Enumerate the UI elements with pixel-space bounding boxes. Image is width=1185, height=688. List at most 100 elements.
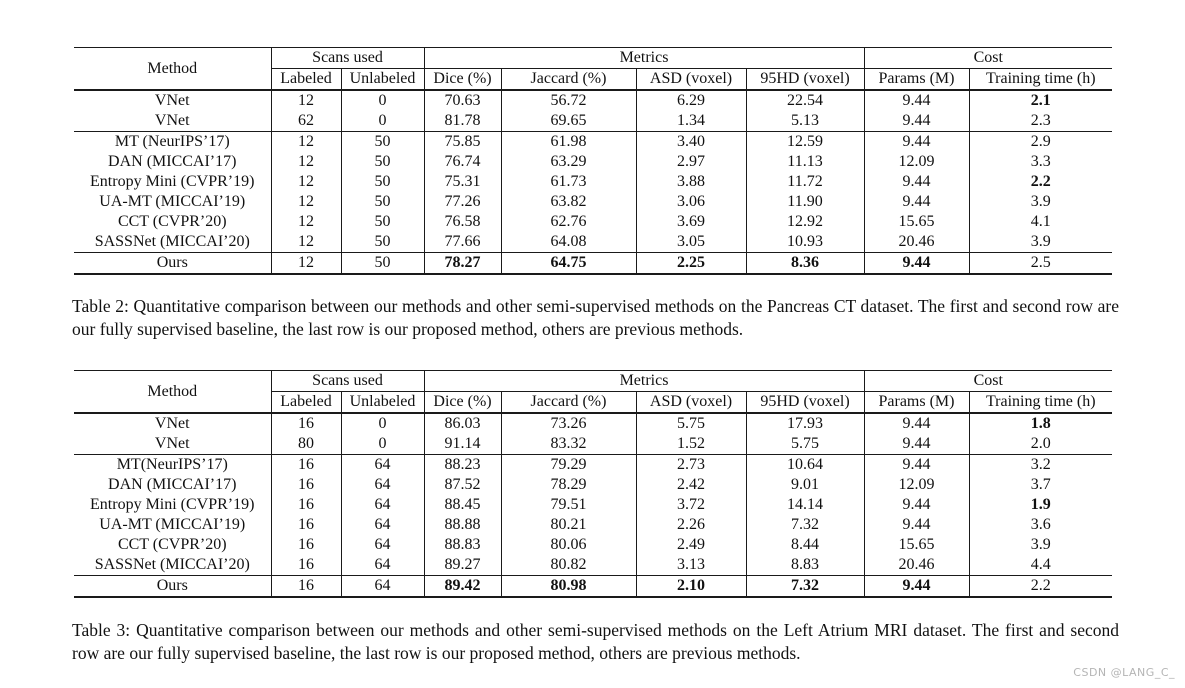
value-cell: 64: [340, 515, 424, 535]
value-cell: 15.65: [863, 212, 969, 232]
value-cell: 12: [270, 172, 341, 192]
value-cell: 6.29: [635, 90, 746, 111]
value-cell: 20.46: [863, 232, 969, 253]
value-cell: 80.06: [500, 535, 636, 555]
table-row: CCT (CVPR’20) 16 64 88.83 80.06 2.49 8.44 15.65…: [74, 535, 1112, 555]
method-name: MT(NeurIPS’17): [74, 454, 271, 475]
group-header-scans-used: Scans used: [270, 370, 424, 392]
method-name: CCT (CVPR’20): [117, 213, 227, 230]
value-cell: 69.65: [500, 111, 636, 132]
value-cell: 12: [270, 90, 341, 111]
results-table-left-atrium-mri: Method Scans used Metrics Cost Labeled Unlabe…: [74, 370, 1112, 598]
method-name: MT (NeurIPS’17): [74, 131, 271, 152]
group-header-scans-used: Scans used: [270, 47, 424, 69]
value-cell: 3.88: [635, 172, 746, 192]
value-cell: 3.06: [635, 192, 746, 212]
value-cell: 64: [340, 495, 424, 515]
value-cell: 79.51: [500, 495, 636, 515]
value-cell: 2.25: [635, 252, 746, 274]
value-cell: 88.88: [423, 515, 501, 535]
method-name: Entropy Mini (CVPR’19): [90, 496, 255, 513]
table-row: Entropy Mini (CVPR’19) 16 64 88.45 79.51 3.72…: [74, 495, 1112, 515]
method-name: Ours: [74, 252, 271, 274]
table-row: Ours 12 50 78.27 64.75 2.25 8.36 9.44 2.5: [74, 252, 1112, 274]
table2-section: Method Scans used Metrics Cost Labeled Unlabe…: [74, 47, 1112, 275]
table-row: UA-MT (MICCAI’19) 12 50 77.26 63.82 3.06 11.90…: [74, 192, 1112, 212]
value-cell: 91.14: [423, 434, 501, 455]
value-cell: 79.29: [500, 454, 636, 475]
value-cell: 75.31: [423, 172, 501, 192]
value-cell: 63.82: [500, 192, 636, 212]
value-cell: 0: [340, 413, 424, 434]
col-header-asd-voxel: ASD (voxel): [635, 391, 746, 414]
table-row: CCT (CVPR’20) 12 50 76.58 62.76 3.69 12.92 15.6…: [74, 212, 1112, 232]
value-cell: 64: [340, 454, 424, 475]
value-cell: 9.44: [863, 454, 969, 475]
value-cell: 16: [270, 454, 341, 475]
col-header-params-m: Params (M): [863, 391, 969, 414]
value-cell: 16: [270, 575, 341, 597]
value-cell: 12.92: [745, 212, 864, 232]
value-cell: 12: [270, 212, 341, 232]
method-name: CCT (CVPR’20): [117, 536, 227, 553]
value-cell: 50: [340, 192, 424, 212]
value-cell: 8.36: [745, 252, 864, 274]
value-cell: 9.44: [863, 192, 969, 212]
table-row: DAN (MICCAI’17) 12 50 76.74 63.29 2.97 11.13 12…: [74, 152, 1112, 172]
value-cell: 9.44: [863, 434, 969, 455]
col-header-unlabeled: Unlabeled: [340, 391, 424, 414]
value-cell: 0: [340, 434, 424, 455]
value-cell: 73.26: [500, 413, 636, 434]
value-cell: 64: [340, 475, 424, 495]
value-cell: 2.2: [968, 172, 1112, 192]
value-cell: 12: [270, 192, 341, 212]
table-row: VNet 12 0 70.63 56.72 6.29 22.54 9.44 2.1: [74, 90, 1112, 111]
value-cell: 3.72: [635, 495, 746, 515]
value-cell: 0: [340, 111, 424, 132]
value-cell: 89.42: [423, 575, 501, 597]
value-cell: 50: [340, 131, 424, 152]
value-cell: 16: [270, 475, 341, 495]
table-row: Entropy Mini (CVPR’19) 12 50 75.31 61.73 3.88…: [74, 172, 1112, 192]
value-cell: 8.44: [745, 535, 864, 555]
value-cell: 8.83: [745, 555, 864, 576]
value-cell: 56.72: [500, 90, 636, 111]
results-table-pancreas-ct: Method Scans used Metrics Cost Labeled Unlabe…: [74, 47, 1112, 275]
value-cell: 5.75: [745, 434, 864, 455]
method-name: SASSNet (MICCAI’20): [94, 556, 250, 573]
value-cell: 77.66: [423, 232, 501, 253]
value-cell: 12: [270, 252, 341, 274]
value-cell: 9.01: [745, 475, 864, 495]
value-cell: 3.9: [968, 535, 1112, 555]
value-cell: 7.32: [745, 515, 864, 535]
value-cell: 50: [340, 212, 424, 232]
value-cell: 1.8: [968, 413, 1112, 434]
value-cell: 12: [270, 152, 341, 172]
header-row-groups: Method Scans used Metrics Cost: [74, 47, 1112, 91]
table-row: MT (NeurIPS’17) 12 50 75.85 61.98 3.40 12.59 9.…: [74, 131, 1112, 152]
table3-section: Method Scans used Metrics Cost Labeled Unlabe…: [74, 370, 1112, 598]
value-cell: 9.44: [863, 575, 969, 597]
group-header-cost: Cost: [863, 47, 1112, 69]
col-header-labeled: Labeled: [270, 68, 341, 91]
value-cell: 64.08: [500, 232, 636, 253]
value-cell: 2.0: [968, 434, 1112, 455]
header-row-columns: Labeled Unlabeled Dice (%) Jaccard (%) ASD (…: [74, 68, 1112, 91]
value-cell: 61.73: [500, 172, 636, 192]
value-cell: 2.2: [968, 575, 1112, 597]
value-cell: 88.23: [423, 454, 501, 475]
value-cell: 14.14: [745, 495, 864, 515]
value-cell: 9.44: [863, 495, 969, 515]
value-cell: 64: [340, 575, 424, 597]
value-cell: 1.9: [968, 495, 1112, 515]
value-cell: 11.90: [745, 192, 864, 212]
value-cell: 3.9: [968, 232, 1112, 253]
value-cell: 16: [270, 495, 341, 515]
value-cell: 78.27: [423, 252, 501, 274]
table-row: SASSNet (MICCAI’20) 16 64 89.27 80.82 3.13 8.8…: [74, 555, 1112, 576]
method-name: SASSNet (MICCAI’20): [94, 233, 250, 250]
value-cell: 89.27: [423, 555, 501, 576]
value-cell: 76.74: [423, 152, 501, 172]
value-cell: 16: [270, 515, 341, 535]
